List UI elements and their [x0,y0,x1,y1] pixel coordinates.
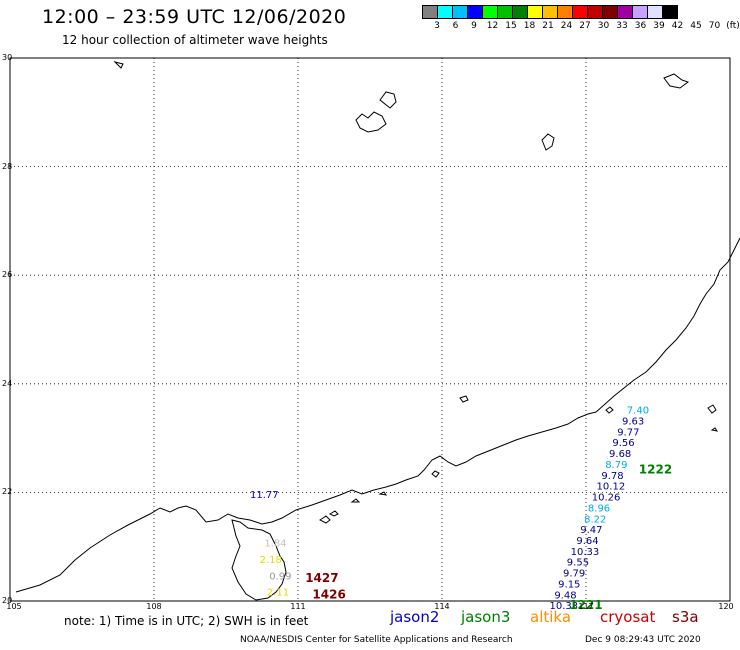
wave-height-label: 9.63 [622,417,644,428]
longitude-label: 120 [718,602,734,611]
wave-height-label: 9.47 [580,525,602,536]
legend-label: 42 [671,21,684,31]
wave-height-label: 9.48 [554,590,576,601]
track-time-label: 1221 [569,598,602,612]
wave-height-label: 9.15 [558,579,580,590]
legend-label: 9 [471,21,477,31]
satellite-name-cryosat: cryosat [600,608,656,626]
wave-height-label: 9.56 [612,438,634,449]
china-coastline [15,237,740,593]
wave-height-label: 9.64 [576,536,598,547]
legend-label: 27 [579,21,591,31]
legend-label: 39 [653,21,665,31]
coastal-islands [319,395,719,524]
latitude-label: 28 [2,161,13,171]
wave-height-label: 8.79 [605,460,627,471]
wave-height-label: 10.26 [592,493,621,504]
footer-note: note: 1) Time is in UTC; 2) SWH is in fe… [64,614,309,628]
legend-label: 45 [690,21,702,31]
longitude-label: 105 [6,602,22,611]
wave-height-label: 9.68 [609,449,631,460]
wave-height-label: 10.33 [550,601,579,612]
legend-label: 30 [597,21,610,31]
legend-label: 18 [523,21,536,31]
color-legend [422,5,678,19]
legend-label: 12 [486,21,499,31]
satellite-name-altika: altika [530,608,572,626]
wave-height-label: 2.18 [260,555,282,566]
satellite-name-jason2: jason2 [390,608,440,626]
longitude-label: 111 [290,602,306,611]
satellite-name-s3a: s3a [672,608,699,626]
track-time-label: 1222 [639,462,672,476]
wave-height-label: 9.79 [563,569,585,580]
legend-label: 33 [616,21,628,31]
wave-height-label: 9.77 [617,427,639,438]
legend-label: 70 [708,21,721,31]
latitude-label: 20 [2,596,13,605]
wave-labels: 7.409.639.779.569.688.799.7810.1210.268.… [250,406,649,612]
track-time-label: 1426 [312,587,345,601]
latitude-label: 24 [2,378,13,388]
track-time-label: 1427 [305,571,338,585]
legend-label: (ft) [726,21,740,31]
longitude-label: 117 [578,602,594,611]
color-legend-labels: 3 6 9 12 15 18 21 24 27 30 33 36 39 42 45 70 (ft) [422,21,740,33]
japan-islands-top [113,61,690,151]
hainan-coastline [231,519,287,601]
satellite-name-jason3: jason3 [461,608,511,626]
wave-height-label: 8.96 [588,503,610,514]
page-subtitle: 12 hour collection of altimeter wave hei… [62,33,328,47]
wave-height-label: 7.40 [627,406,649,417]
legend-swatch [662,5,678,19]
latitude-label: 22 [2,487,13,497]
legend-label: 24 [560,21,573,31]
page-title: 12:00 – 23:59 UTC 12/06/2020 [42,6,347,28]
wave-height-label: 10.33 [571,547,600,558]
latitude-label: 26 [2,270,13,280]
map-grid [9,57,731,602]
wave-height-label: 0.99 [269,571,291,582]
legend-label: 15 [505,21,517,31]
legend-label: 21 [542,21,554,31]
wave-height-label: 9.55 [567,558,589,569]
longitude-label: 108 [146,602,162,611]
legend-label: 6 [452,21,459,31]
legend-label: 36 [634,21,647,31]
wave-height-label: 9.78 [601,471,623,482]
legend-label: 3 [434,21,440,31]
footer-credit: NOAA/NESDIS Center for Satellite Applica… [240,635,513,645]
latitude-label: 30 [2,53,13,62]
wave-height-label: 1.84 [264,539,286,550]
footer-timestamp: Dec 9 08:29:43 UTC 2020 [585,635,701,645]
wave-height-label: 2.11 [267,588,289,599]
coastline [15,61,740,601]
map-frame [9,57,731,602]
wave-height-label: 10.12 [597,482,626,493]
longitude-label: 114 [434,602,450,611]
wave-height-label: 11.77 [250,490,279,501]
track-labels: 1222 1221 1427 1426 [305,462,672,612]
wave-height-label: 8.22 [584,514,606,525]
